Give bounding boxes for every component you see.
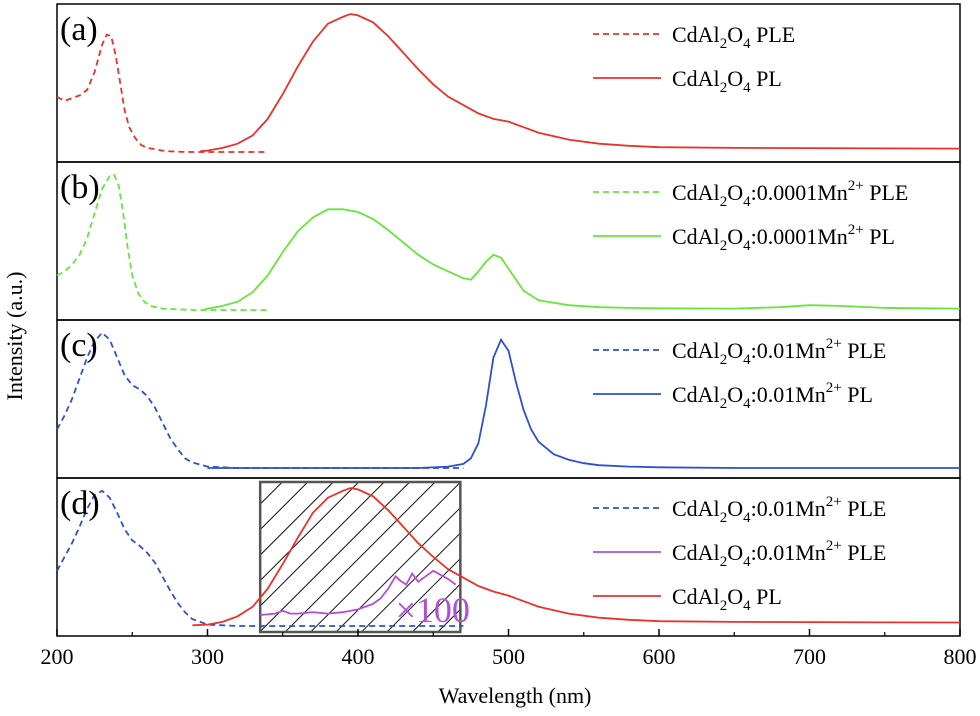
- legend-label-part: 2+: [826, 380, 842, 396]
- legend-label-part: PLE: [864, 180, 909, 205]
- legend-label-part: :0.0001Mn: [751, 180, 848, 205]
- series-line: [56, 173, 268, 311]
- y-axis-label: Intensity (a.u.): [2, 272, 27, 401]
- x-tick-label: 700: [793, 644, 826, 669]
- x-tick-label: 800: [944, 644, 977, 669]
- x-axis-label: Wavelength (nm): [439, 683, 592, 708]
- legend-label-part: 4: [743, 554, 751, 570]
- legend-label-part: O: [727, 584, 743, 609]
- legend-label-part: CdAl: [672, 224, 720, 249]
- legend-label-part: 4: [743, 396, 751, 412]
- x-tick-label: 600: [643, 644, 676, 669]
- legend-label-part: :0.01Mn: [751, 496, 826, 521]
- series-line: [204, 208, 961, 311]
- legend-label-part: 2+: [826, 336, 842, 352]
- legend-label: CdAl2O4:0.01Mn2+ PLE: [672, 494, 886, 526]
- x-tick-label: 400: [342, 644, 375, 669]
- highlight-box: [258, 480, 462, 634]
- series-line: [199, 13, 961, 153]
- legend-label-part: 4: [743, 36, 751, 52]
- legend-label-part: O: [727, 540, 743, 565]
- legend-label-part: O: [727, 496, 743, 521]
- legend-label-part: CdAl: [672, 540, 720, 565]
- legend-label: CdAl2O4:0.01Mn2+ PL: [672, 380, 873, 412]
- legend-label-part: PL: [751, 66, 782, 91]
- legend-label-part: O: [727, 22, 743, 47]
- legend-label-part: :0.01Mn: [751, 338, 826, 363]
- panel-frame: [56, 3, 961, 163]
- legend-label-part: 2: [720, 352, 728, 368]
- legend-label-part: CdAl: [672, 22, 720, 47]
- legend-label-part: PLE: [751, 22, 796, 47]
- legend-label-part: PLE: [842, 540, 887, 565]
- legend-label-part: 2: [720, 510, 728, 526]
- legend-label-part: 4: [743, 598, 751, 614]
- legend-label-part: 2+: [848, 222, 864, 238]
- legend-label-part: CdAl: [672, 382, 720, 407]
- panel-tag: (a): [60, 11, 98, 48]
- legend-label-part: PL: [751, 584, 782, 609]
- x-tick-label: 200: [41, 644, 74, 669]
- legend-label-part: O: [727, 224, 743, 249]
- legend-label-part: 2: [720, 396, 728, 412]
- legend-label-part: O: [727, 338, 743, 363]
- legend-label-part: :0.01Mn: [751, 540, 826, 565]
- legend-label-part: CdAl: [672, 496, 720, 521]
- panel-tag: (c): [60, 327, 98, 364]
- legend-label: CdAl2O4:0.0001Mn2+ PLE: [672, 178, 908, 210]
- legend-label: CdAl2O4 PLE: [672, 22, 795, 52]
- legend-label-part: PL: [864, 224, 895, 249]
- legend-label: CdAl2O4 PL: [672, 584, 782, 614]
- legend-label-part: 2+: [826, 538, 842, 554]
- series-line: [56, 331, 464, 469]
- legend-label-part: 2: [720, 598, 728, 614]
- series-line: [192, 487, 961, 627]
- panel-b: (b) CdAl2O4:0.0001Mn2+ PLECdAl2O4:0.0001M…: [56, 161, 961, 321]
- legend-label-part: 4: [743, 194, 751, 210]
- legend-label-part: 4: [743, 352, 751, 368]
- series-line: [56, 489, 464, 627]
- x-tick-label: 500: [492, 644, 525, 669]
- legend-label: CdAl2O4 PL: [672, 66, 782, 96]
- legend-label-part: PL: [842, 382, 873, 407]
- legend-label-part: 2+: [848, 178, 864, 194]
- x-tick-label: 300: [191, 644, 224, 669]
- legend-label-part: CdAl: [672, 180, 720, 205]
- legend-label-part: 2: [720, 554, 728, 570]
- legend-label-part: O: [727, 180, 743, 205]
- legend-label-part: 4: [743, 510, 751, 526]
- legend-label-part: CdAl: [672, 66, 720, 91]
- series-line: [260, 569, 457, 616]
- legend-label-part: PLE: [842, 496, 887, 521]
- legend-label-part: :0.0001Mn: [751, 224, 848, 249]
- legend-label: CdAl2O4:0.01Mn2+ PLE: [672, 538, 886, 570]
- legend-label: CdAl2O4:0.01Mn2+ PLE: [672, 336, 886, 368]
- legend-label-part: :0.01Mn: [751, 382, 826, 407]
- legend-label: CdAl2O4:0.0001Mn2+ PL: [672, 222, 895, 254]
- series-line: [56, 33, 268, 153]
- legend-label-part: 2: [720, 194, 728, 210]
- series-line: [207, 337, 960, 469]
- legend-label-part: O: [727, 382, 743, 407]
- panel-tag: (d): [60, 485, 100, 522]
- legend-label-part: 4: [743, 80, 751, 96]
- legend-label-part: CdAl: [672, 584, 720, 609]
- legend-label-part: PLE: [842, 338, 887, 363]
- legend-label-part: 2+: [826, 494, 842, 510]
- legend-label-part: CdAl: [672, 338, 720, 363]
- legend-label-part: 2: [720, 80, 728, 96]
- legend-label-part: O: [727, 66, 743, 91]
- scale-annotation: ×100: [396, 590, 470, 630]
- legend-label-part: 4: [743, 238, 751, 254]
- legend-label-part: 2: [720, 238, 728, 254]
- legend-label-part: 2: [720, 36, 728, 52]
- panel-d: ×100(d) CdAl2O4:0.01Mn2+ PLECdAl2O4:0.01M…: [56, 477, 961, 637]
- panel-c: (c) CdAl2O4:0.01Mn2+ PLECdAl2O4:0.01Mn2+ …: [56, 319, 961, 479]
- panel-tag: (b): [60, 169, 100, 206]
